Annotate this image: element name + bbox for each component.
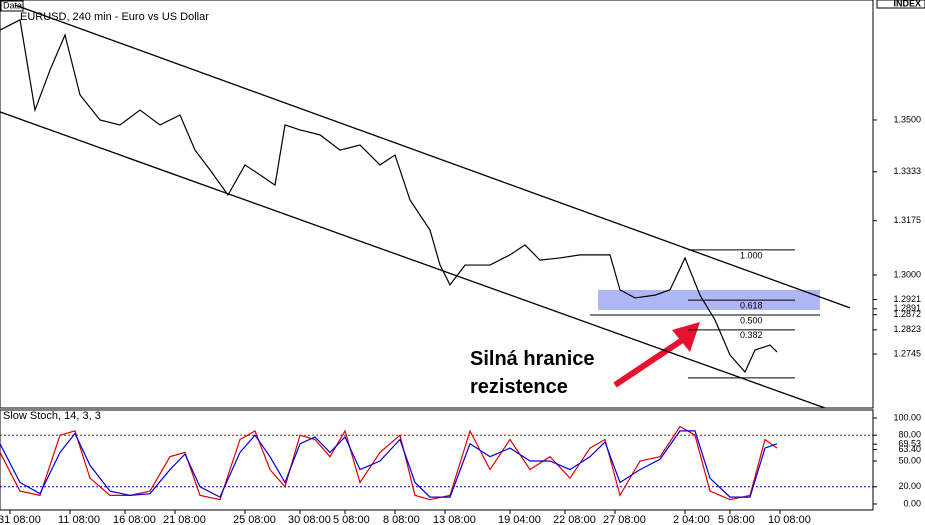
y-tick-label: 69.53 <box>898 439 921 449</box>
annotation-text: rezistence <box>470 376 568 398</box>
fib-label: 0.500 <box>740 315 763 325</box>
series-line <box>0 18 778 374</box>
chart-title: EURUSD, 240 min - Euro vs US Dollar <box>20 11 209 23</box>
x-tick-label: 11 08:00 <box>58 514 100 525</box>
y-tick-label: 20.00 <box>898 481 921 491</box>
axis-label-box <box>876 0 925 9</box>
x-tick-label: 5 08:00 <box>718 514 755 525</box>
y-tick-label: 1.2872 <box>893 309 921 319</box>
header-box <box>0 0 24 12</box>
y-tick-label: 0.00 <box>903 498 921 508</box>
y-tick-label: 80.00 <box>898 430 921 440</box>
x-tick-label: 8 08:00 <box>383 514 420 525</box>
x-tick-label: 19 04:00 <box>498 514 541 525</box>
price-frame <box>0 0 874 409</box>
header: Data <box>3 0 22 10</box>
y-tick-label: 1.2823 <box>893 324 921 334</box>
series-line <box>0 430 778 498</box>
axis-label: INDEX <box>893 0 921 8</box>
x-tick-label: 5 08:00 <box>333 514 370 525</box>
fib-label: 0.382 <box>740 330 763 340</box>
annotation-text: Silná hranice <box>470 348 595 370</box>
x-tick-label: 22 08:00 <box>553 514 596 525</box>
stoch-title: Slow Stoch, 14, 3, 3 <box>3 410 101 422</box>
y-tick-label: 1.3175 <box>893 215 921 225</box>
y-tick-label: 1.3333 <box>893 166 921 176</box>
series-line <box>0 425 778 501</box>
x-tick-label: 16 08:00 <box>113 514 156 525</box>
y-tick-label: 1.3000 <box>893 269 921 279</box>
y-tick-label: 63.40 <box>898 444 921 454</box>
annotation: Silná hranice rezistence <box>470 348 595 398</box>
fib-label: 1.000 <box>740 250 763 260</box>
y-tick-label: 100.00 <box>893 412 921 422</box>
y-tick-label: 1.3500 <box>893 114 921 124</box>
x-tick-label: 21 08:00 <box>163 514 206 525</box>
arrow <box>613 332 692 388</box>
trendline <box>0 111 826 409</box>
y-tick-label: 1.2745 <box>893 348 921 358</box>
x-tick-label: 2 04:00 <box>673 514 710 525</box>
x-tick-label: 10 08:00 <box>768 514 811 525</box>
y-tick-label: 1.2921 <box>893 294 921 304</box>
trendline <box>14 4 851 309</box>
y-tick-label: 1.2891 <box>893 303 921 313</box>
y-tick-label: 50.00 <box>898 455 921 465</box>
x-tick-label: 30 08:00 <box>288 514 331 525</box>
x-tick-label: 31 08:00 <box>0 514 41 525</box>
x-tick-label: 13 08:00 <box>433 514 476 525</box>
x-tick-label: 25 08:00 <box>233 514 276 525</box>
fib-label: 0.618 <box>740 300 763 310</box>
x-tick-label: 27 08:00 <box>603 514 646 525</box>
stoch-frame <box>0 409 874 511</box>
